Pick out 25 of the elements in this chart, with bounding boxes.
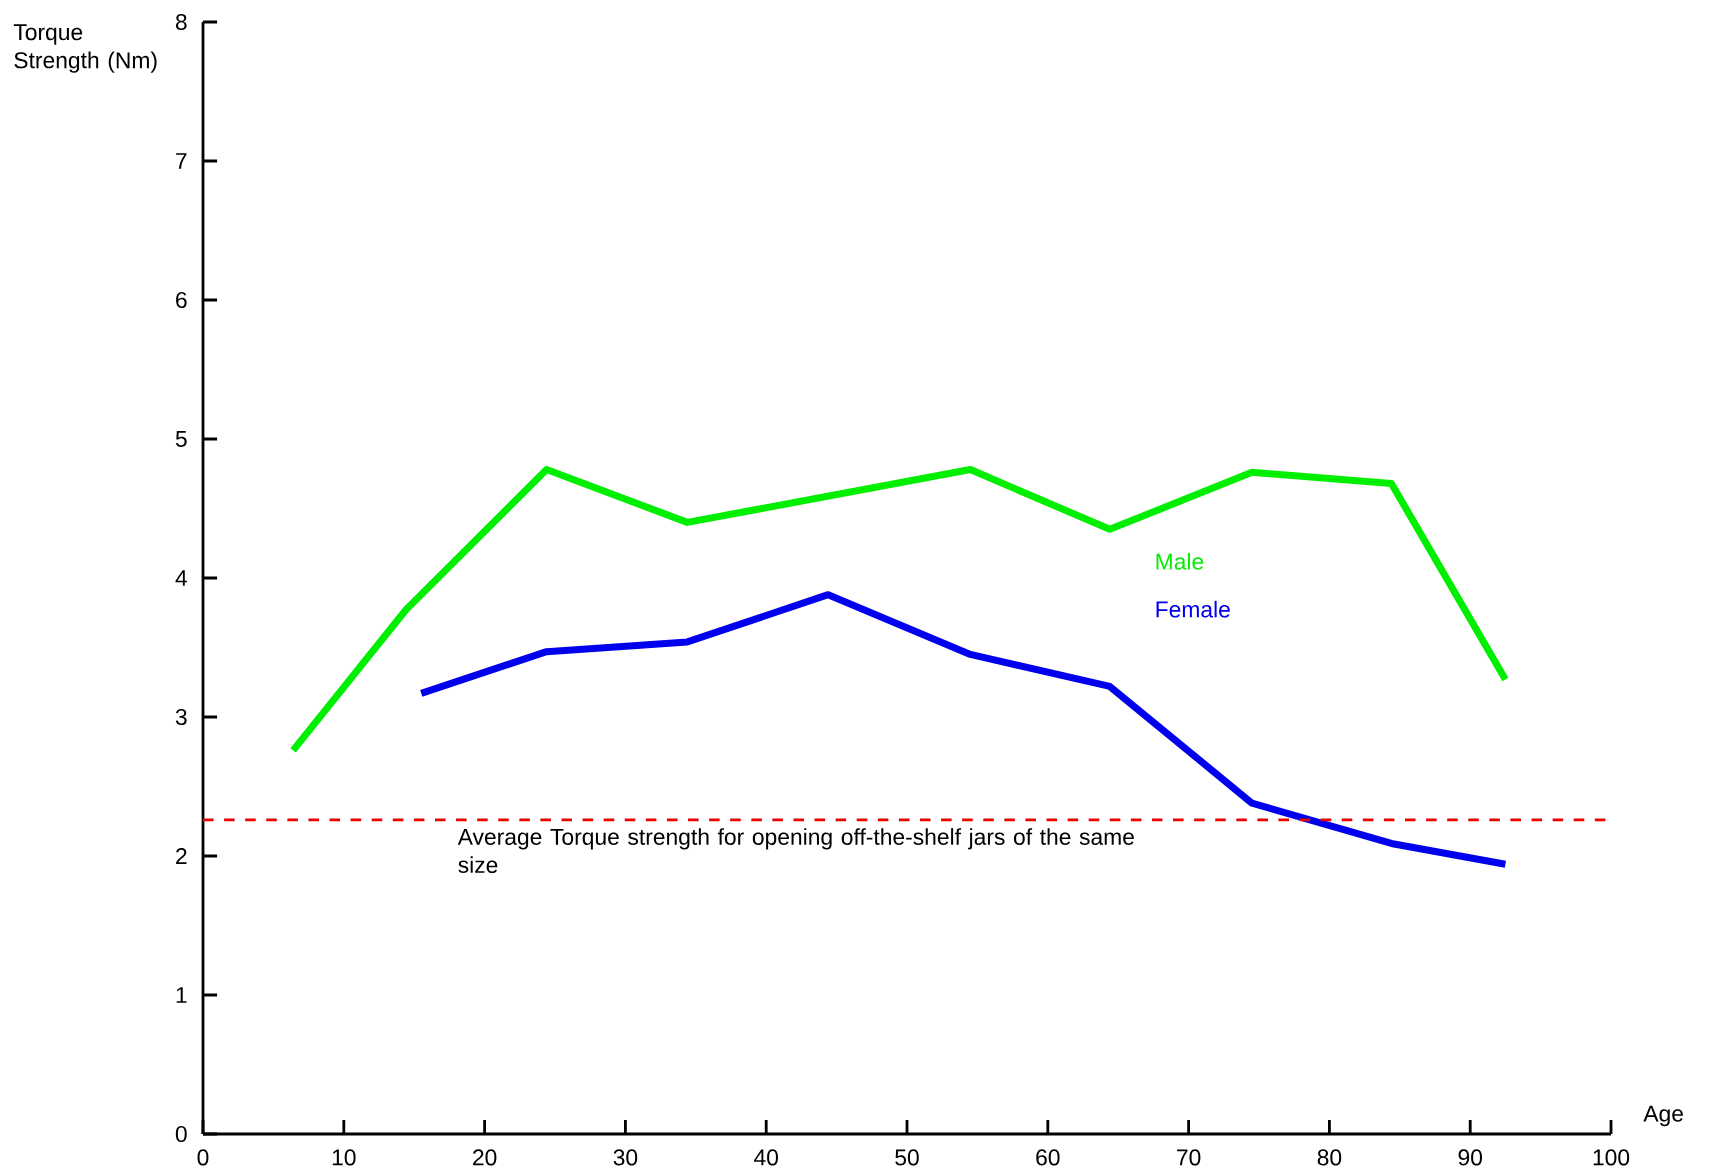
x-tick-label: 0 [197, 1149, 209, 1166]
x-axis-title: Age [1643, 1105, 1683, 1127]
y-tick-label: 7 [176, 153, 187, 169]
x-tick-label: 60 [1036, 1149, 1060, 1166]
y-tick-label: 8 [175, 13, 187, 30]
y-tick-label: 2 [176, 847, 187, 864]
x-tick-label: 70 [1177, 1149, 1201, 1166]
x-tick-label: 90 [1458, 1149, 1483, 1166]
x-tick-label: 20 [473, 1149, 497, 1166]
x-tick-label: 50 [895, 1149, 919, 1166]
x-tick-label: 80 [1317, 1149, 1342, 1166]
series-label: Male [1156, 552, 1204, 570]
y-tick-label: 4 [175, 570, 187, 586]
x-tick-label: 10 [332, 1149, 356, 1166]
y-tick-label: 0 [175, 1125, 187, 1143]
y-tick-label: 1 [176, 987, 187, 1003]
y-tick-label: 6 [176, 291, 187, 309]
x-tick-label: 40 [754, 1149, 778, 1166]
y-axis-title: Torque Strength (Nm) [13, 24, 157, 73]
x-tick-label: 100 [1593, 1149, 1630, 1166]
text: Female [1156, 600, 1230, 618]
x-tick-label: 30 [613, 1149, 638, 1166]
ref-line-label: Average Torque strength for opening off-the-shelf jars of the same size [457, 828, 1134, 873]
y-tick-label: 5 [175, 430, 187, 447]
y-tick-label: 3 [175, 708, 187, 726]
